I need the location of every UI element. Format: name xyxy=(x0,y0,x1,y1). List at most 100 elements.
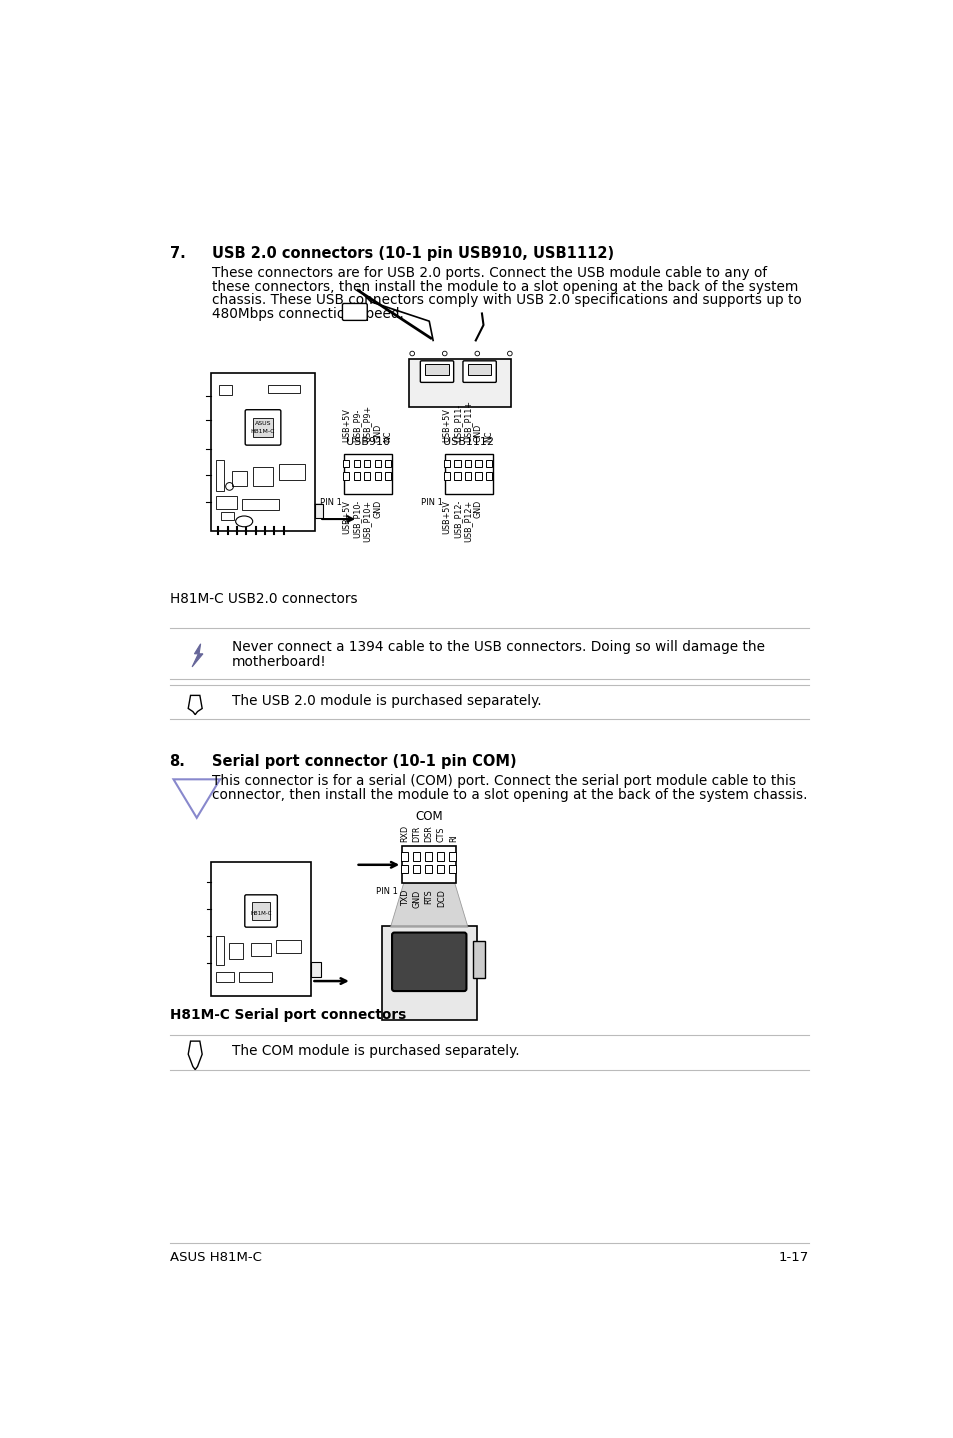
Bar xyxy=(253,467,274,486)
Text: 1-17: 1-17 xyxy=(778,1251,808,1264)
Text: USB_P9+: USB_P9+ xyxy=(362,406,372,441)
Text: Never connect a 1394 cable to the USB connectors. Doing so will damage the: Never connect a 1394 cable to the USB co… xyxy=(232,640,763,654)
Bar xyxy=(311,962,320,978)
Bar xyxy=(443,460,450,467)
Text: H81M-C: H81M-C xyxy=(250,910,272,916)
Text: DSR: DSR xyxy=(424,825,434,843)
Bar xyxy=(252,902,270,920)
Text: GND: GND xyxy=(474,424,482,441)
Bar xyxy=(444,453,493,493)
Bar xyxy=(211,372,315,531)
Text: GND: GND xyxy=(413,890,421,907)
Bar xyxy=(385,460,391,467)
Bar xyxy=(475,460,481,467)
Text: H81M-C USB2.0 connectors: H81M-C USB2.0 connectors xyxy=(170,592,356,607)
Bar xyxy=(276,940,301,953)
Bar xyxy=(343,472,349,480)
Text: RTS: RTS xyxy=(424,890,434,905)
Bar xyxy=(400,864,408,873)
Text: chassis. These USB connectors comply with USB 2.0 specifications and supports up: chassis. These USB connectors comply wit… xyxy=(212,293,801,308)
Bar xyxy=(354,460,359,467)
Bar xyxy=(253,417,273,437)
Text: USB 2.0 connectors (10-1 pin USB910, USB1112): USB 2.0 connectors (10-1 pin USB910, USB… xyxy=(212,246,614,260)
Text: USB910: USB910 xyxy=(346,437,390,447)
Text: ASUS H81M-C: ASUS H81M-C xyxy=(170,1251,261,1264)
Text: GND: GND xyxy=(373,424,382,441)
Text: GND: GND xyxy=(373,500,382,518)
Text: USB+5V: USB+5V xyxy=(341,500,351,533)
Bar xyxy=(278,464,305,480)
Text: USB_P9-: USB_P9- xyxy=(352,408,361,441)
Text: connector, then install the module to a slot opening at the back of the system c: connector, then install the module to a … xyxy=(212,788,807,802)
Bar xyxy=(343,460,349,467)
Bar xyxy=(215,936,224,965)
Bar xyxy=(238,972,272,982)
Bar xyxy=(344,453,392,493)
Text: USB+5V: USB+5V xyxy=(341,408,351,441)
Text: DCD: DCD xyxy=(436,890,445,907)
Text: 8.: 8. xyxy=(170,754,185,769)
FancyBboxPatch shape xyxy=(420,361,454,383)
Bar xyxy=(211,861,311,997)
Bar xyxy=(354,472,359,480)
Bar xyxy=(221,512,233,519)
Text: COM: COM xyxy=(415,810,442,823)
FancyBboxPatch shape xyxy=(381,926,476,1021)
Bar xyxy=(464,460,471,467)
Bar xyxy=(485,472,492,480)
FancyBboxPatch shape xyxy=(245,410,280,446)
Text: NC: NC xyxy=(383,430,393,441)
Bar xyxy=(475,472,481,480)
Bar xyxy=(385,472,391,480)
Bar xyxy=(402,847,456,883)
Text: This connector is for a serial (COM) port. Connect the serial port module cable : This connector is for a serial (COM) por… xyxy=(212,774,796,788)
Bar xyxy=(468,364,491,375)
Bar xyxy=(425,364,448,375)
Bar xyxy=(375,460,380,467)
Text: The USB 2.0 module is purchased separately.: The USB 2.0 module is purchased separate… xyxy=(232,695,540,707)
Bar xyxy=(229,942,243,959)
Bar xyxy=(268,385,299,393)
Text: NC: NC xyxy=(484,430,493,441)
Bar xyxy=(219,385,232,395)
Text: 480Mbps connection speed.: 480Mbps connection speed. xyxy=(212,308,404,321)
Ellipse shape xyxy=(235,516,253,526)
Bar xyxy=(364,472,370,480)
Text: RXD: RXD xyxy=(400,825,409,843)
Text: H81M-C Serial port connectors: H81M-C Serial port connectors xyxy=(170,1008,405,1022)
Text: USB_P12-: USB_P12- xyxy=(453,500,461,538)
Bar xyxy=(443,472,450,480)
Bar xyxy=(424,864,432,873)
Bar xyxy=(436,864,443,873)
Bar xyxy=(215,460,224,492)
Text: USB1112: USB1112 xyxy=(443,437,494,447)
Text: These connectors are for USB 2.0 ports. Connect the USB module cable to any of: These connectors are for USB 2.0 ports. … xyxy=(212,266,766,280)
Text: USB_P10+: USB_P10+ xyxy=(362,500,372,542)
Bar xyxy=(215,496,236,509)
Bar xyxy=(400,853,408,861)
Text: TXD: TXD xyxy=(400,890,409,906)
Bar xyxy=(232,470,247,486)
Text: PIN 1: PIN 1 xyxy=(319,498,341,506)
Text: ASUS: ASUS xyxy=(254,421,271,426)
Bar xyxy=(375,472,380,480)
Bar xyxy=(436,853,443,861)
FancyBboxPatch shape xyxy=(473,940,484,978)
Polygon shape xyxy=(390,883,468,928)
Text: H81M-C: H81M-C xyxy=(251,429,275,434)
Text: GND: GND xyxy=(474,500,482,518)
Bar xyxy=(413,853,419,861)
FancyBboxPatch shape xyxy=(462,361,496,383)
Bar xyxy=(364,460,370,467)
FancyBboxPatch shape xyxy=(245,894,277,928)
Bar xyxy=(449,864,456,873)
Bar xyxy=(413,864,419,873)
Text: PIN 1: PIN 1 xyxy=(420,498,442,506)
Bar xyxy=(424,853,432,861)
Text: motherboard!: motherboard! xyxy=(232,656,326,669)
Text: RI: RI xyxy=(448,834,457,843)
Bar xyxy=(485,460,492,467)
Text: USB_P11-: USB_P11- xyxy=(453,404,461,441)
Text: USB_P10-: USB_P10- xyxy=(352,500,361,538)
Bar xyxy=(454,472,460,480)
